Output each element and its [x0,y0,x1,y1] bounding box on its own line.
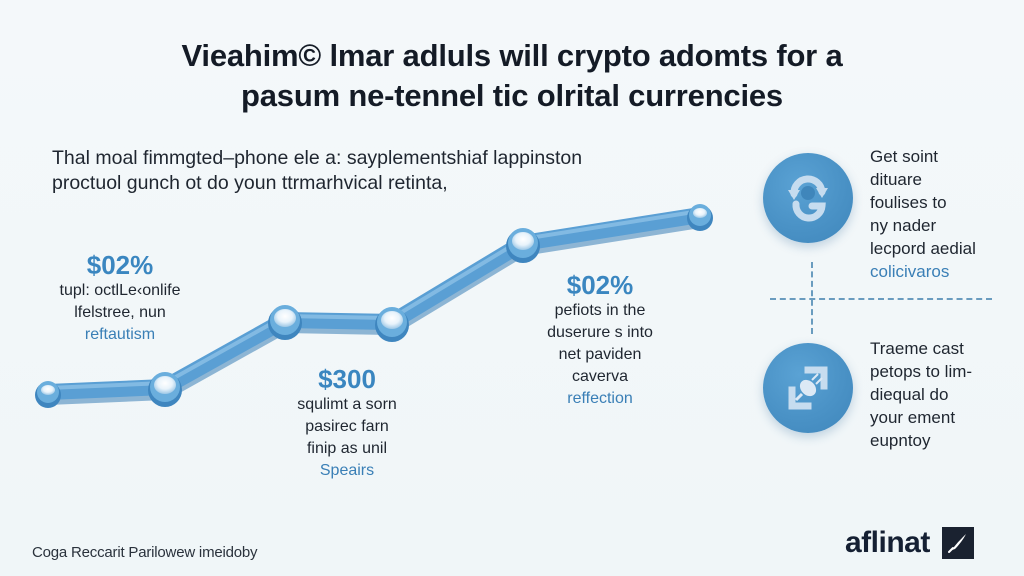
side-item-line: eupntoy [870,431,931,450]
callout-3: $02% pefiots in the duserure s into net … [515,270,685,410]
footer-credit: Coga Reccarit Parilowew imeidoby [32,544,258,561]
callout-line: pefiots in the [554,302,646,319]
side-item-line: Get soint [870,147,939,166]
side-item-line: Traeme cast [870,339,964,358]
intro-paragraph: Thal moal fimmgted–phone ele a: saypleme… [52,146,612,196]
side-item-line: lecpord aedial [870,239,976,258]
side-item-line: diequal do [870,385,949,404]
expand-arrows-plug-icon [763,343,853,433]
page-title: Vieahim© lmar adluls will crypto adomts … [0,36,1024,116]
intro-line-2: proctuol gunch ot do youn ttrmarhvical r… [52,172,448,194]
callout-accent: Speairs [319,462,375,479]
dashed-divider-horizontal [770,298,992,300]
callout-line: duserure s into [547,324,653,341]
side-item-accent: colicivaros [870,262,950,281]
chart-line [40,207,708,400]
side-item-2-text: Traeme cast petops to lim- diequal do yo… [870,337,1020,452]
callout-line: net paviden [558,346,642,363]
brand-name: aflinat [845,526,930,559]
callout-line: pasirec farn [305,418,389,435]
side-item-line: dituare [870,170,922,189]
callout-1: $02% tupl: octlLe‹onlife lfelstree, nun … [30,250,210,346]
intro-line-1: Thal moal fimmgted–phone ele a: saypleme… [52,147,583,169]
brand-logo: aflinat [845,526,974,560]
title-line-1: Vieahim© lmar adluls will crypto adomts … [181,38,843,73]
callout-line: squlimt a sorn [297,396,397,413]
callout-accent: reffection [567,390,633,407]
side-item-1-text: Get soint dituare foulises to ny nader l… [870,145,1020,283]
callout-line: finip as unil [306,440,388,457]
side-item-line: petops to lim- [870,362,973,381]
callout-value: $02% [86,250,154,280]
callout-accent: reftautism [84,326,156,343]
callout-value: $02% [566,270,634,300]
side-item-line: your ement [870,408,956,427]
callout-line: caverva [571,368,629,385]
callout-value: $300 [318,364,376,394]
pen-nib-icon [941,527,974,559]
title-line-2: pasum ne-tennel tic olrital currencies [241,78,783,113]
callout-2: $300 squlimt a sorn pasirec farn finip a… [262,364,432,482]
refresh-cycle-icon [763,153,853,243]
chart-nodes [35,204,713,408]
callout-line: tupl: octlLe‹onlife [59,282,181,299]
side-item-line: foulises to [870,193,947,212]
callout-line: lfelstree, nun [74,304,166,321]
side-item-line: ny nader [870,216,937,235]
